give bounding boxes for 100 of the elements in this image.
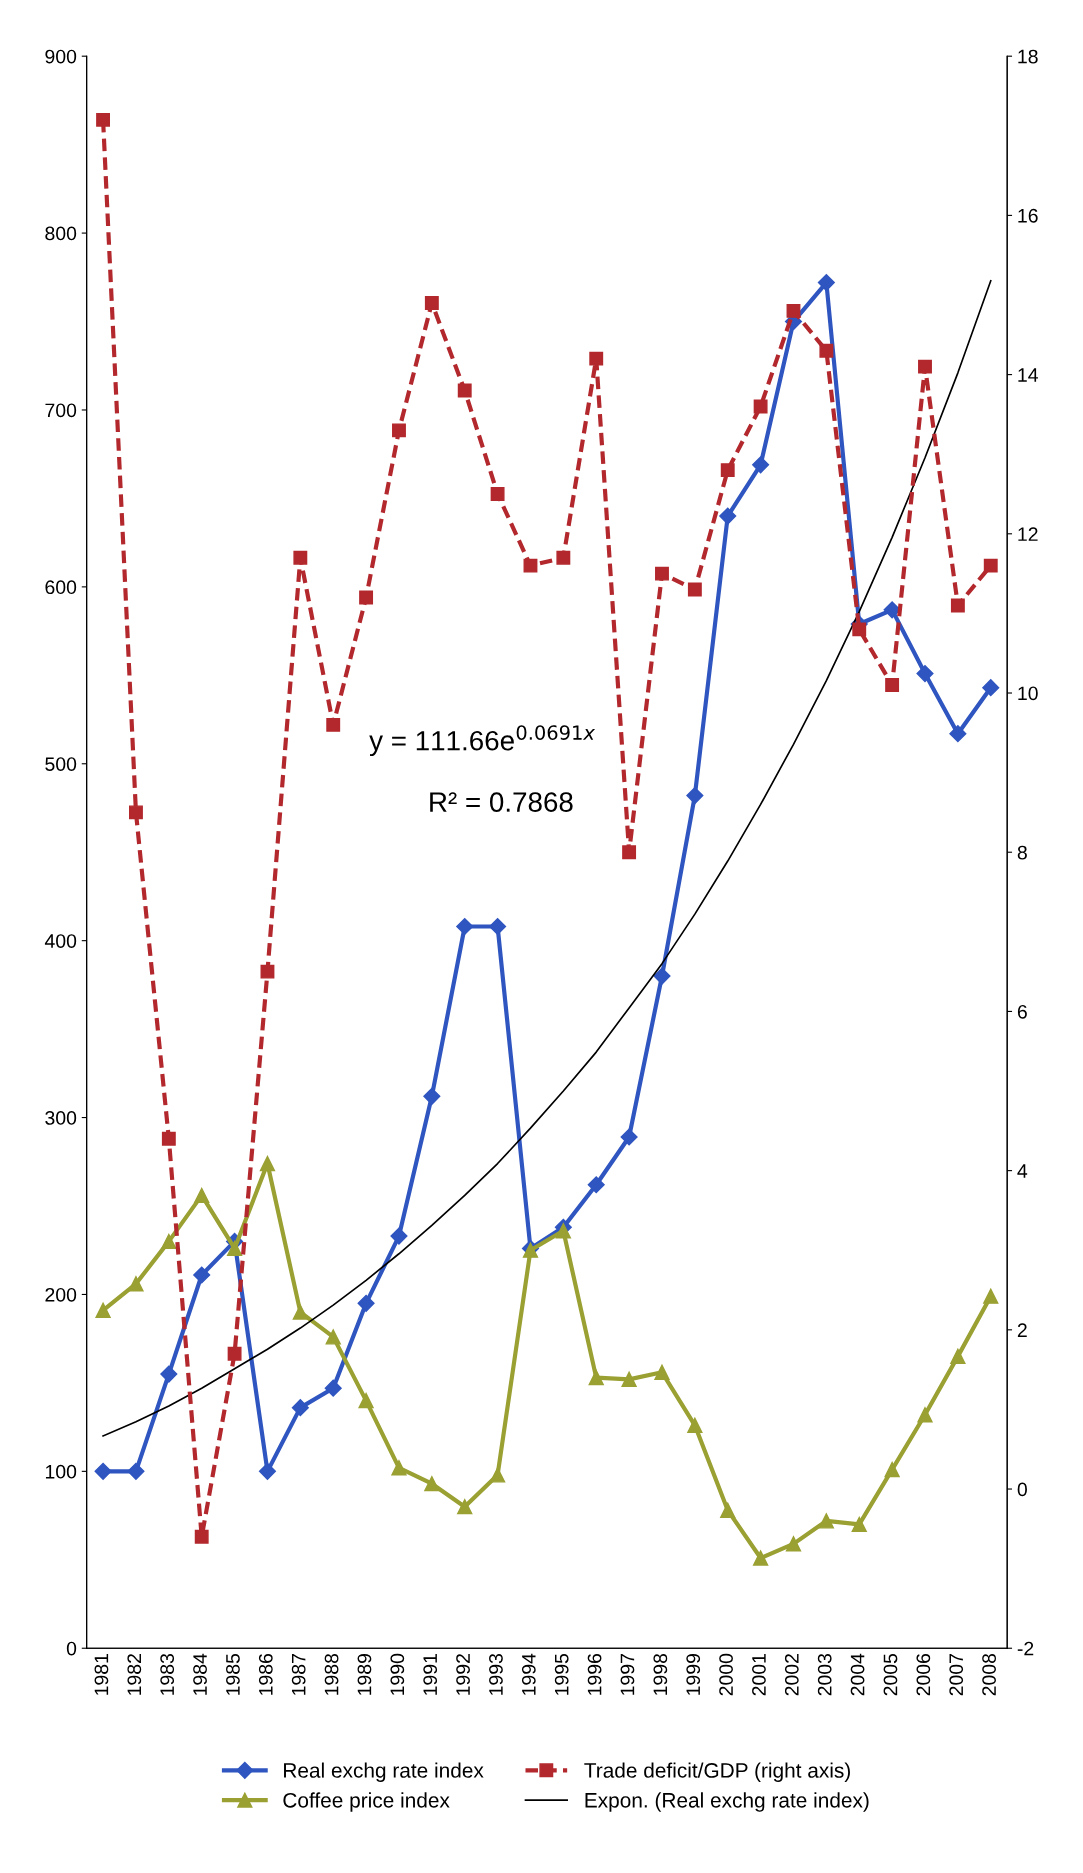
point [392, 423, 406, 438]
y-tick-label: 200 [45, 1287, 77, 1302]
x-tick-label: 1998 [653, 1653, 668, 1695]
x-tick-label: 1982 [127, 1654, 142, 1695]
point [950, 598, 965, 613]
x-tick-label: 2000 [719, 1653, 733, 1696]
legend-label: Real exchg rate index [284, 1762, 484, 1782]
y-tick-label: 900 [45, 49, 77, 64]
point [884, 1461, 900, 1478]
point [687, 582, 702, 597]
point [720, 463, 735, 478]
y-tick-label: 100 [45, 1464, 77, 1479]
point [359, 590, 374, 605]
y2-tick-label: 8 [1017, 845, 1027, 860]
point [819, 343, 834, 358]
point [555, 1223, 571, 1239]
point [161, 1233, 177, 1250]
y-tick-label: 700 [45, 403, 77, 418]
x-tick-label: 1999 [686, 1654, 701, 1695]
point [851, 1516, 867, 1533]
point [96, 112, 111, 127]
x-tick-label: 2002 [784, 1654, 799, 1696]
y2-tick-label: -2 [1017, 1641, 1034, 1656]
point [983, 1288, 999, 1304]
point [786, 303, 801, 318]
x-tick-label: 1983 [160, 1653, 175, 1695]
point [753, 399, 768, 414]
point [326, 717, 341, 732]
point [227, 1346, 242, 1361]
x-tick-label: 1990 [390, 1653, 405, 1695]
point [687, 1417, 703, 1433]
x-tick-label: 1985 [226, 1653, 240, 1695]
point [489, 1467, 506, 1483]
y-tick-label: 0 [66, 1641, 77, 1656]
point [654, 1364, 670, 1380]
point [719, 507, 737, 525]
point [885, 678, 900, 692]
point [194, 1529, 209, 1544]
point [686, 787, 704, 805]
x-tick-label: 2007 [949, 1654, 964, 1696]
point [918, 359, 932, 374]
x-tick-label: 1988 [324, 1653, 339, 1695]
point [357, 1294, 375, 1312]
y2-tick-label: 4 [1017, 1164, 1028, 1178]
point [325, 1329, 341, 1345]
point [291, 1399, 309, 1417]
x-tick-label: 1992 [456, 1654, 470, 1695]
x-tick-label: 2004 [850, 1653, 865, 1696]
point [983, 558, 998, 573]
y2-tick-label: 12 [1018, 527, 1038, 541]
x-tick-label: 1995 [554, 1653, 569, 1695]
point [917, 1407, 933, 1423]
point [424, 296, 439, 310]
point [457, 1499, 473, 1515]
point [818, 1513, 835, 1529]
point [916, 664, 934, 683]
x-tick-label: 2005 [883, 1653, 898, 1696]
point [622, 845, 637, 860]
point [260, 964, 275, 979]
point [852, 622, 867, 637]
point [161, 1131, 176, 1146]
legend-label: Expon. (Real exchg rate index) [585, 1792, 869, 1812]
point [752, 1550, 769, 1566]
point [785, 1536, 802, 1552]
y-tick-label: 600 [45, 580, 77, 595]
point [226, 1240, 243, 1257]
point [523, 558, 538, 573]
point [424, 1476, 440, 1492]
point [194, 1187, 210, 1204]
point [489, 917, 507, 936]
annotation: R² = 0.7868 [430, 792, 573, 812]
y2-tick-label: 2 [1017, 1323, 1027, 1337]
point [817, 274, 835, 292]
point [358, 1392, 374, 1409]
x-tick-label: 1996 [587, 1653, 602, 1695]
y-tick-label: 300 [45, 1111, 77, 1125]
point [95, 1302, 111, 1319]
x-tick-label: 1984 [193, 1653, 207, 1695]
x-tick-label: 2003 [817, 1653, 832, 1696]
y2-tick-label: 6 [1017, 1004, 1027, 1019]
point [193, 1266, 211, 1284]
point [655, 566, 669, 581]
point [720, 1502, 736, 1518]
point [94, 1462, 112, 1480]
point [589, 351, 604, 366]
x-tick-label: 1993 [489, 1653, 503, 1695]
point [160, 1365, 178, 1383]
point [324, 1379, 342, 1397]
x-tick-label: 2006 [916, 1653, 931, 1696]
x-tick-label: 1981 [94, 1654, 109, 1695]
y-tick-label: 400 [44, 934, 77, 948]
x-tick-label: 1997 [620, 1654, 635, 1695]
point [292, 1304, 308, 1320]
point [653, 967, 671, 985]
point [391, 1460, 407, 1476]
point [490, 487, 505, 501]
point [949, 725, 967, 743]
y2-tick-label: 18 [1018, 49, 1038, 64]
point [259, 1155, 276, 1172]
point [258, 1462, 277, 1480]
